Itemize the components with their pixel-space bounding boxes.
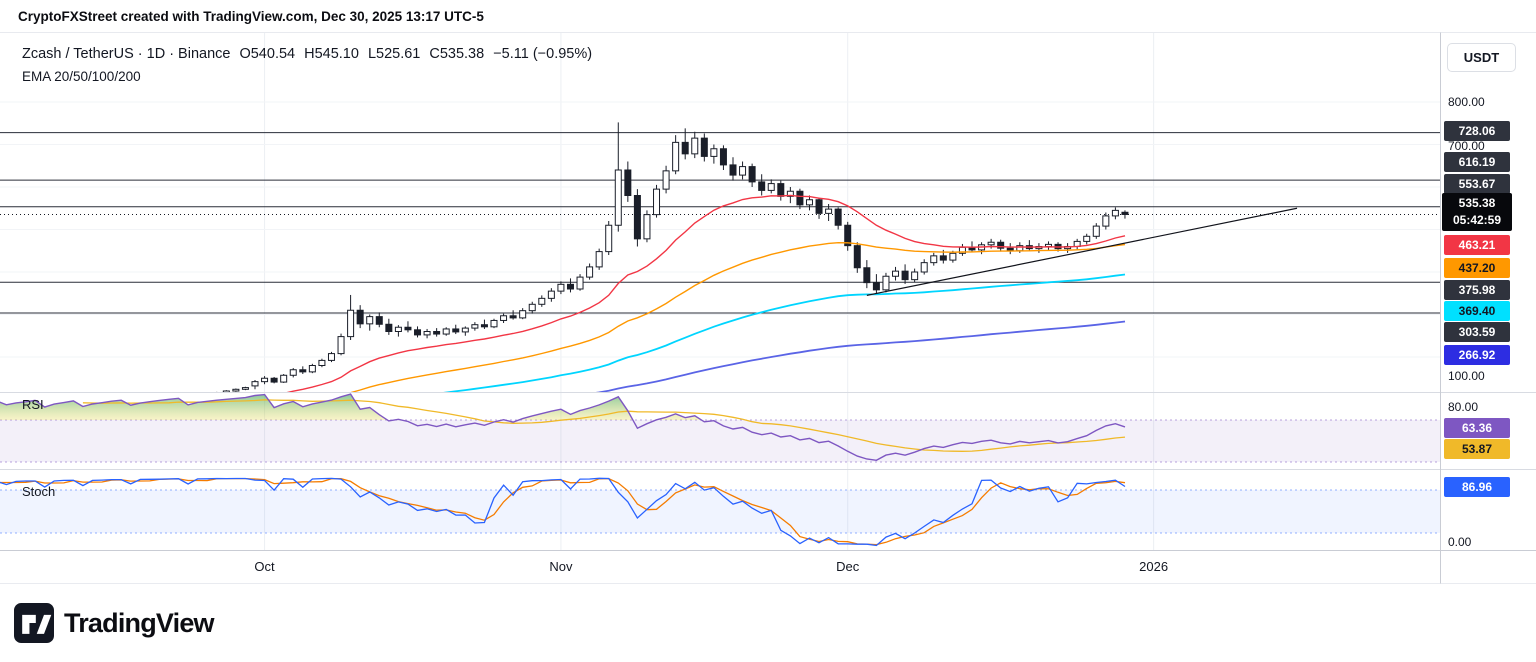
axis-label: 800.00 (1448, 95, 1485, 109)
time-axis[interactable]: Oct Nov Dec 2026 (0, 550, 1536, 583)
time-axis-label: 2026 (1139, 559, 1169, 574)
change-value: −5.11 (−0.95%) (493, 46, 593, 62)
ema-20-line (286, 194, 1126, 392)
price-badge: 553.67 (1444, 174, 1510, 194)
time-axis-label: Nov (549, 559, 573, 574)
price-badge: 369.40 (1444, 301, 1510, 321)
time-axis-label: Oct (254, 559, 275, 574)
price-scale[interactable]: 800.00 728.06 700.00 616.19 553.67 535.38 05:4… (1440, 32, 1536, 584)
stoch-panel-label[interactable]: Stoch (22, 484, 56, 499)
trendline (866, 207, 1298, 296)
high-value: H545.10 (304, 46, 359, 62)
tradingview-logo[interactable]: TradingView (14, 603, 215, 643)
tradingview-logo-icon (14, 603, 54, 643)
price-badge: 375.98 (1444, 280, 1510, 300)
price-badge: 86.96 (1444, 477, 1510, 497)
rsi-overbought-fill (0, 394, 702, 420)
price-badge: 728.06 (1444, 121, 1510, 141)
ema-lines (286, 194, 1126, 392)
ema-100-line (443, 273, 1126, 392)
bar-countdown: 05:42:59 (1452, 213, 1502, 227)
price-badge: 535.38 05:42:59 (1442, 193, 1512, 231)
price-badge: 266.92 (1444, 345, 1510, 365)
close-value: C535.38 (429, 46, 485, 62)
axis-label: 0.00 (1448, 535, 1472, 549)
low-value: L525.61 (367, 46, 421, 62)
axis-label: 80.00 (1448, 400, 1479, 414)
price-badge: 463.21 (1444, 235, 1510, 255)
axis-label: 700.00 (1448, 139, 1485, 153)
stoch-plot (0, 477, 1126, 547)
time-axis-label: Dec (836, 559, 860, 574)
last-price-value: 535.38 (1458, 196, 1496, 210)
ema-indicator-legend[interactable]: EMA 20/50/100/200 (22, 69, 141, 84)
attribution-text: CryptoFXStreet created with TradingView.… (18, 9, 484, 24)
open-value: O540.54 (239, 46, 296, 62)
tradingview-logo-text: TradingView (64, 607, 215, 638)
price-badge: 63.36 (1444, 418, 1510, 438)
rsi-panel-label[interactable]: RSI (22, 397, 44, 412)
rsi-plot (0, 393, 1126, 462)
symbol-title[interactable]: Zcash / TetherUS · 1D · Binance (22, 46, 231, 62)
currency-toggle-button[interactable]: USDT (1447, 43, 1516, 72)
axis-label: 100.00 (1448, 369, 1485, 383)
price-badge: 53.87 (1444, 439, 1510, 459)
price-badge: 303.59 (1444, 322, 1510, 342)
gridlines (0, 33, 1440, 550)
ema-50-line (350, 241, 1126, 392)
price-badge: 616.19 (1444, 152, 1510, 172)
ema-200-line (595, 320, 1126, 392)
chart-legend: Zcash / TetherUS · 1D · Binance O540.54 … (22, 46, 592, 62)
price-badge: 437.20 (1444, 258, 1510, 278)
